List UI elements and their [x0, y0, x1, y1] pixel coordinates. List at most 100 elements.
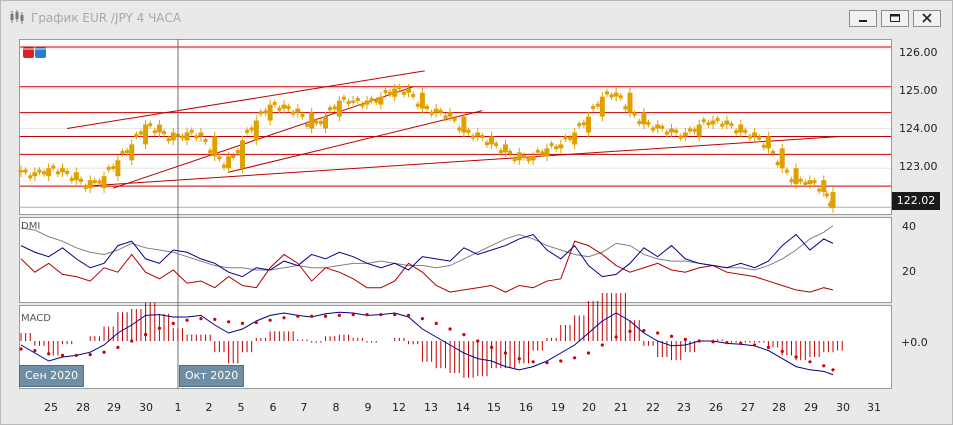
title-bar[interactable]: График EUR /JPY 4 ЧАСА [1, 1, 952, 35]
candle-body [166, 138, 171, 142]
signal-dot [794, 355, 798, 359]
signal-dot [586, 351, 591, 355]
candle-body [765, 136, 771, 149]
candle-body [411, 94, 416, 98]
signal-dot [379, 313, 383, 317]
candle-body [336, 100, 342, 117]
month-label-sep: Сен 2020 [19, 365, 85, 387]
candle-body [415, 103, 420, 107]
candle-body [138, 131, 143, 135]
candle-body [526, 158, 531, 162]
signal-dot [766, 345, 771, 349]
candle-body [245, 129, 250, 133]
date-tick-label: 26 [709, 401, 723, 414]
candle-body [249, 127, 254, 131]
dmi-minus-line [20, 240, 834, 293]
candle-body [231, 155, 236, 158]
date-tick-label: 23 [677, 401, 691, 414]
signal-dot [393, 313, 397, 317]
candle-body [184, 132, 190, 141]
signal-dot [406, 313, 411, 317]
date-tick-label: 1 [174, 401, 182, 414]
candle-body [646, 121, 651, 125]
candle-body [425, 105, 429, 109]
current-price-badge: 122.02 [892, 192, 940, 210]
candle-body [194, 135, 199, 139]
candle-body [78, 178, 83, 182]
signal-dot [545, 361, 549, 365]
candle-body [696, 124, 702, 137]
signal-dot [310, 314, 314, 318]
candle-body [572, 132, 578, 145]
candle-body [397, 86, 402, 90]
candle-body [632, 112, 637, 116]
signal-dot [143, 333, 148, 337]
candle-body [720, 123, 725, 127]
candle-body [295, 108, 301, 113]
candle-body [51, 165, 56, 169]
candle-body [743, 129, 748, 133]
date-tick-label: 9 [364, 401, 372, 414]
candle-body [817, 188, 822, 192]
minimize-button[interactable] [849, 10, 877, 27]
signal-dot [711, 340, 715, 344]
candle-body [710, 120, 716, 125]
candle-body [558, 144, 564, 149]
candle-body [775, 162, 780, 166]
candle-body [475, 132, 481, 137]
signal-dot [323, 314, 328, 318]
candle-body [738, 124, 744, 133]
candle-body [771, 151, 776, 155]
signal-dot [33, 349, 37, 353]
window-title: График EUR /JPY 4 ЧАСА [31, 11, 182, 25]
red-indicator-toggle-icon[interactable] [23, 47, 34, 58]
date-tick-label: 27 [741, 401, 755, 414]
candle-body [613, 92, 619, 97]
signal-dot [254, 321, 258, 325]
candle-body [401, 91, 406, 95]
date-tick-label: 25 [44, 401, 58, 414]
candle-body [789, 179, 794, 183]
candle-body [793, 168, 799, 185]
candle-body [23, 169, 28, 173]
trend-line [228, 110, 483, 173]
candle-body [623, 106, 628, 110]
candle-body [383, 90, 388, 94]
candle-body [807, 180, 813, 185]
restore-button[interactable] [881, 10, 909, 27]
candle-body [226, 156, 232, 169]
signal-dot [420, 317, 424, 321]
signal-dot [74, 353, 78, 357]
trend-line [85, 135, 840, 187]
candle-body [162, 131, 167, 135]
blue-indicator-toggle-icon[interactable] [35, 47, 46, 58]
date-tick-label: 6 [269, 401, 277, 414]
date-tick-label: 16 [519, 401, 533, 414]
candle-body [706, 122, 711, 126]
dmi-panel[interactable] [19, 217, 892, 303]
candle-body [609, 94, 614, 98]
candle-body [364, 100, 370, 105]
candle-body [291, 111, 296, 115]
signal-dot [739, 341, 743, 345]
candle-body [419, 92, 425, 109]
signal-dot [157, 326, 162, 330]
candle-body [134, 133, 139, 137]
candle-body [618, 95, 623, 99]
adx-line [20, 225, 834, 271]
candle-body [540, 151, 545, 155]
candle-body [318, 120, 323, 124]
candle-body [350, 100, 356, 103]
candle-body [111, 166, 116, 170]
candle-body [452, 117, 457, 121]
date-tick-label: 29 [804, 401, 818, 414]
candle-body [471, 135, 476, 139]
close-button[interactable] [913, 10, 941, 27]
candle-body [378, 96, 384, 105]
signal-dot [476, 339, 480, 343]
signal-dot [517, 357, 521, 361]
candle-body [73, 172, 79, 181]
signal-dot [642, 329, 646, 333]
candle-body [42, 171, 47, 175]
